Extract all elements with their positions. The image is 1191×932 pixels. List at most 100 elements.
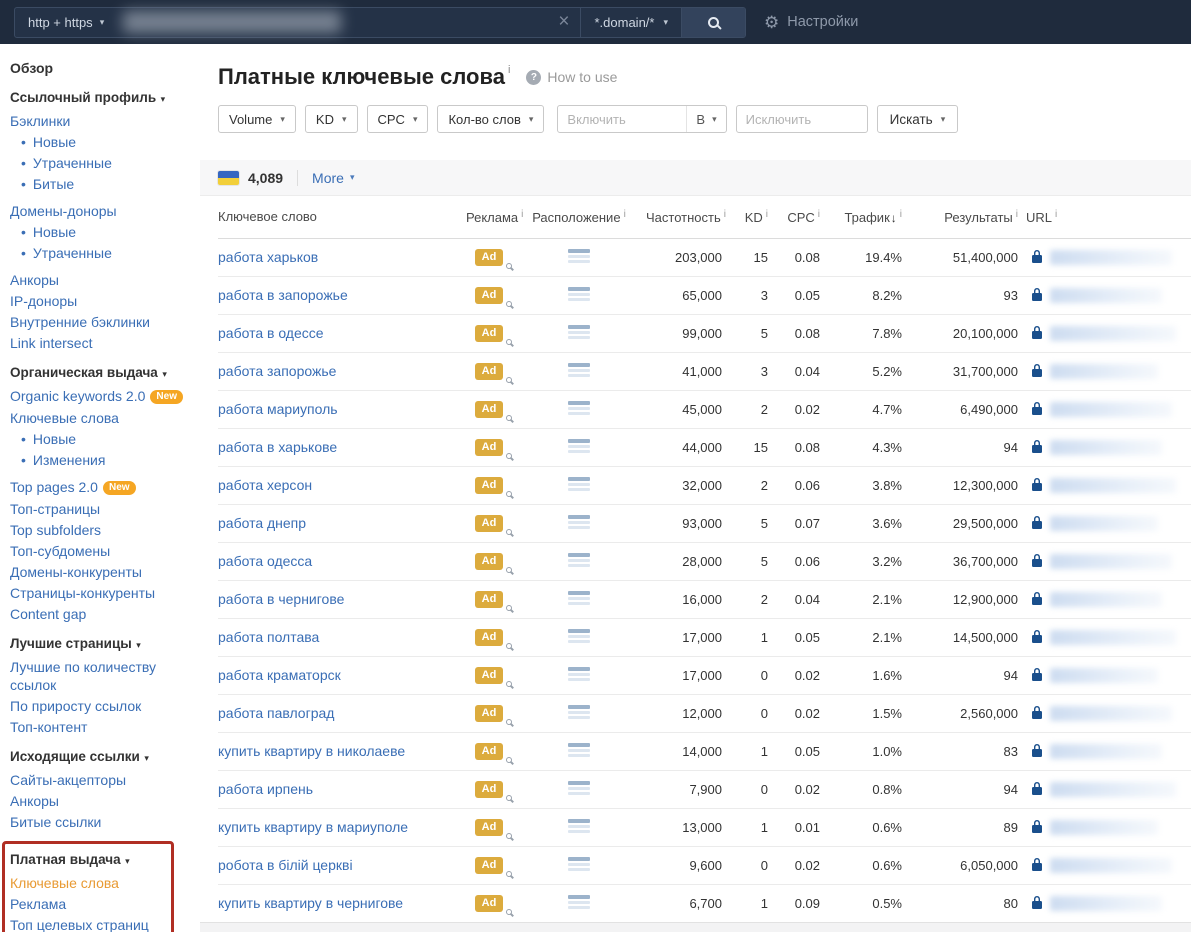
- serp-position-icon[interactable]: [568, 553, 590, 567]
- ad-badge[interactable]: Ad: [475, 552, 504, 570]
- ad-badge[interactable]: Ad: [475, 438, 504, 456]
- sidebar-item-content-gap[interactable]: Content gap: [0, 603, 200, 624]
- blurred-url[interactable]: [1050, 250, 1172, 265]
- settings-button[interactable]: ⚙ Настройки: [764, 14, 858, 31]
- sidebar-item-страницы-конкуренты[interactable]: Страницы-конкуренты: [0, 582, 200, 603]
- protocol-dropdown[interactable]: http + https ▾: [15, 8, 117, 37]
- sidebar-item-анкоры[interactable]: Анкоры: [0, 269, 200, 290]
- blurred-url[interactable]: [1050, 820, 1158, 835]
- blurred-url[interactable]: [1050, 782, 1176, 797]
- column-header-ключевое-слово[interactable]: Ключевое слово: [218, 196, 458, 238]
- blurred-url[interactable]: [1050, 896, 1162, 911]
- serp-position-icon[interactable]: [568, 401, 590, 415]
- keyword-link[interactable]: работа ирпень: [218, 781, 313, 797]
- sidebar-item-утраченные[interactable]: •Утраченные: [0, 242, 200, 263]
- sidebar-item-реклама[interactable]: Реклама: [5, 893, 171, 914]
- include-mode-dropdown[interactable]: В ▾: [686, 106, 725, 132]
- sidebar-item-анкоры[interactable]: Анкоры: [0, 790, 200, 811]
- more-dropdown[interactable]: More ▾: [312, 170, 354, 186]
- sidebar-item-новые[interactable]: •Новые: [0, 428, 200, 449]
- serp-position-icon[interactable]: [568, 629, 590, 643]
- serp-position-icon[interactable]: [568, 325, 590, 339]
- search-keywords-dropdown[interactable]: Искать ▾: [877, 105, 959, 133]
- ad-badge[interactable]: Ad: [475, 894, 504, 912]
- serp-position-icon[interactable]: [568, 249, 590, 263]
- ad-badge[interactable]: Ad: [475, 780, 504, 798]
- search-mode-dropdown[interactable]: *.domain/* ▾: [580, 8, 681, 37]
- include-input[interactable]: [558, 112, 686, 127]
- blurred-url[interactable]: [1050, 744, 1162, 759]
- sidebar-item-бэклинки[interactable]: Бэклинки: [0, 110, 200, 131]
- ad-badge[interactable]: Ad: [475, 514, 504, 532]
- serp-position-icon[interactable]: [568, 781, 590, 795]
- clear-icon[interactable]: ×: [547, 8, 580, 37]
- blurred-url[interactable]: [1050, 858, 1172, 873]
- column-header-трафик[interactable]: Трафик↓i: [828, 196, 910, 238]
- serp-position-icon[interactable]: [568, 363, 590, 377]
- serp-position-icon[interactable]: [568, 287, 590, 301]
- sidebar-item-топ-субдомены[interactable]: Топ-субдомены: [0, 540, 200, 561]
- keyword-link[interactable]: купить квартиру в николаеве: [218, 743, 405, 759]
- column-header-реклама[interactable]: Рекламаi: [458, 196, 520, 238]
- serp-position-icon[interactable]: [568, 743, 590, 757]
- filter-кол-во-слов-dropdown[interactable]: Кол-во слов▾: [437, 105, 544, 133]
- ad-badge[interactable]: Ad: [475, 704, 504, 722]
- blurred-url[interactable]: [1050, 630, 1176, 645]
- serp-position-icon[interactable]: [568, 895, 590, 909]
- column-header-url[interactable]: URLi: [1026, 196, 1191, 238]
- sidebar-item-top-pages-2-0[interactable]: Top pages 2.0New: [0, 476, 200, 498]
- ad-badge[interactable]: Ad: [475, 476, 504, 494]
- sidebar-item-битые-ссылки[interactable]: Битые ссылки: [0, 811, 200, 832]
- keyword-link[interactable]: работа в чернигове: [218, 591, 344, 607]
- sidebar-item-по-приросту-ссылок[interactable]: По приросту ссылок: [0, 695, 200, 716]
- serp-position-icon[interactable]: [568, 515, 590, 529]
- serp-position-icon[interactable]: [568, 857, 590, 871]
- ad-badge[interactable]: Ad: [475, 286, 504, 304]
- keyword-link[interactable]: работа одесса: [218, 553, 312, 569]
- sidebar-section-ссылочный-профиль[interactable]: Ссылочный профиль ▾: [0, 89, 200, 108]
- sidebar-item-лучшие-по-количеству-ссылок[interactable]: Лучшие по количеству ссылок: [0, 656, 200, 695]
- blurred-url[interactable]: [1050, 516, 1158, 531]
- ad-badge[interactable]: Ad: [475, 856, 504, 874]
- sidebar-item-organic-keywords-2-0[interactable]: Organic keywords 2.0New: [0, 385, 200, 407]
- ad-badge[interactable]: Ad: [475, 590, 504, 608]
- blurred-url[interactable]: [1050, 592, 1162, 607]
- ad-badge[interactable]: Ad: [475, 400, 504, 418]
- keyword-link[interactable]: робота в білій церкві: [218, 857, 353, 873]
- ad-badge[interactable]: Ad: [475, 742, 504, 760]
- column-header-расположение[interactable]: Расположениеi: [520, 196, 638, 238]
- blurred-url[interactable]: [1050, 364, 1158, 379]
- sidebar-item-link-intersect[interactable]: Link intersect: [0, 332, 200, 353]
- blurred-url[interactable]: [1050, 554, 1172, 569]
- keyword-link[interactable]: работа мариуполь: [218, 401, 338, 417]
- sidebar-item-новые[interactable]: •Новые: [0, 131, 200, 152]
- sidebar-item-домены-конкуренты[interactable]: Домены-конкуренты: [0, 561, 200, 582]
- sidebar-item-топ-контент[interactable]: Топ-контент: [0, 716, 200, 737]
- sidebar-item-ключевые-слова[interactable]: Ключевые слова: [5, 872, 171, 893]
- keyword-link[interactable]: работа краматорск: [218, 667, 341, 683]
- sidebar-item-обзор[interactable]: Обзор: [0, 57, 200, 78]
- column-header-kd[interactable]: KDi: [730, 196, 776, 238]
- keyword-link[interactable]: работа павлоград: [218, 705, 334, 721]
- keyword-link[interactable]: купить квартиру в чернигове: [218, 895, 403, 911]
- sidebar-item-изменения[interactable]: •Изменения: [0, 449, 200, 470]
- ad-badge[interactable]: Ad: [475, 628, 504, 646]
- sidebar-item-сайты-акцепторы[interactable]: Сайты-акцепторы: [0, 769, 200, 790]
- sidebar-item-топ-страницы[interactable]: Топ-страницы: [0, 498, 200, 519]
- how-to-use-link[interactable]: ? How to use: [510, 69, 617, 85]
- blurred-url[interactable]: [1050, 288, 1162, 303]
- keyword-link[interactable]: купить квартиру в мариуполе: [218, 819, 408, 835]
- domain-input[interactable]: [117, 8, 547, 37]
- keyword-link[interactable]: работа в запорожье: [218, 287, 348, 303]
- column-header-cpc[interactable]: CPCi: [776, 196, 828, 238]
- blurred-url[interactable]: [1050, 706, 1172, 721]
- search-button[interactable]: [681, 8, 745, 37]
- serp-position-icon[interactable]: [568, 705, 590, 719]
- ad-badge[interactable]: Ad: [475, 362, 504, 380]
- sidebar-item-внутренние-бэклинки[interactable]: Внутренние бэклинки: [0, 311, 200, 332]
- filter-cpc-dropdown[interactable]: CPC▾: [367, 105, 429, 133]
- serp-position-icon[interactable]: [568, 439, 590, 453]
- ad-badge[interactable]: Ad: [475, 248, 504, 266]
- blurred-url[interactable]: [1050, 478, 1176, 493]
- serp-position-icon[interactable]: [568, 819, 590, 833]
